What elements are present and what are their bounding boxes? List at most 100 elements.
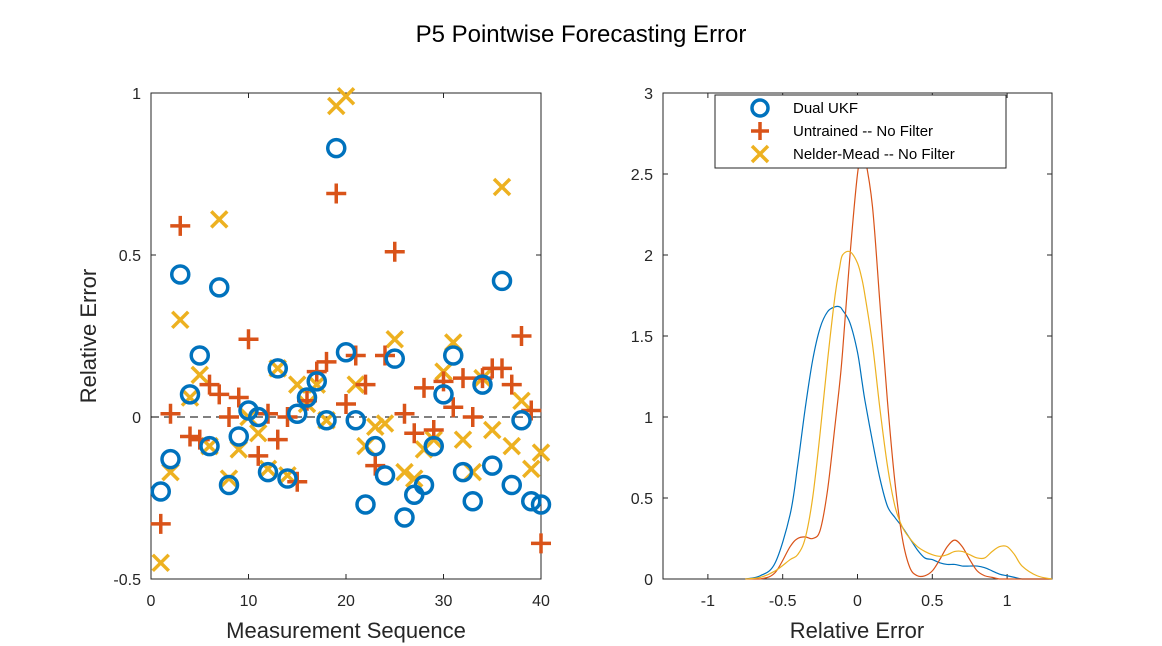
untrained-point (384, 241, 405, 262)
untrained-point (531, 533, 551, 554)
scatter-x-axis-label: Measurement Sequence (226, 618, 466, 643)
dual-ukf-point (267, 358, 288, 379)
nelder-mead-point (219, 469, 239, 488)
dual-ukf-point (277, 468, 298, 489)
untrained-point (150, 513, 171, 534)
nelder-mead-point (249, 423, 268, 443)
density-x-tick-label: 0 (853, 593, 862, 610)
dual-ukf-point (384, 348, 405, 369)
untrained-density-line (745, 151, 1052, 580)
dual-ukf-point (160, 448, 181, 470)
scatter-x-tick-label: 0 (147, 593, 156, 610)
untrained-point (277, 407, 298, 427)
untrained-point (492, 358, 512, 379)
untrained-point (336, 394, 356, 415)
dual-ukf-point (433, 384, 454, 405)
density-y-tick-label: 0 (644, 572, 653, 589)
legend-entry-dual-ukf: Dual UKF (750, 98, 858, 118)
nelder-mead-point (375, 414, 395, 433)
untrained-point (453, 368, 473, 389)
untrained-point (267, 429, 288, 450)
legend-entry-untrained: Untrained -- No Filter (751, 122, 933, 140)
dual-ukf-point (482, 455, 503, 476)
dual-ukf-point (491, 270, 513, 292)
dual-ukf-point (394, 507, 415, 528)
dual-ukf-point (335, 341, 357, 363)
untrained-point (228, 387, 249, 408)
dual-ukf-point (228, 426, 249, 447)
nelder-mead-point (405, 469, 424, 488)
legend-label-nelder-mead: Nelder-Mead -- No Filter (793, 146, 955, 163)
untrained-point (355, 374, 376, 395)
dual-ukf-point (326, 137, 347, 159)
dual-ukf-point (511, 409, 532, 431)
dual-ukf-point (296, 387, 318, 408)
density-x-tick-label: 1 (1003, 593, 1012, 610)
untrained-point (375, 345, 395, 366)
scatter-y-tick-label: 1 (132, 86, 141, 103)
nelder-mead-point (336, 87, 356, 106)
dual-ukf-point (150, 481, 171, 502)
density-y-tick-label: 0.5 (631, 491, 653, 508)
dual-ukf-point (355, 494, 376, 515)
density-lines (745, 151, 1053, 580)
scatter-panel: 0 10 20 30 40-0.500.51 Measurement Sequence … (76, 86, 552, 643)
legend-label-dual-ukf: Dual UKF (793, 100, 858, 117)
density-y-tick-label: 2.5 (631, 167, 653, 184)
nelder-mead-point (522, 459, 541, 479)
dual-ukf-point (179, 384, 201, 405)
density-x-tick-label: 0.5 (921, 593, 943, 610)
nelder-mead-point (190, 365, 209, 385)
untrained-point (170, 215, 191, 236)
density-x-tick-label: -1 (701, 593, 715, 610)
nelder-mead-point (492, 177, 512, 197)
dual-ukf-point (443, 345, 464, 366)
scatter-y-axis-label: Relative Error (76, 269, 101, 403)
nelder-mead-point (512, 391, 531, 411)
dual-ukf-point (209, 277, 230, 298)
legend-label-untrained: Untrained -- No Filter (793, 123, 933, 140)
density-y-tick-label: 2 (644, 248, 653, 265)
scatter-y-tick-label: 0.5 (119, 248, 141, 265)
density-y-tick-label: 1.5 (631, 329, 653, 346)
untrained-point (462, 407, 483, 427)
untrained-point (219, 407, 239, 427)
untrained-point (414, 377, 434, 398)
dual-ukf-point (199, 435, 220, 457)
nelder-mead-point (151, 553, 170, 573)
dual-ukf-point (530, 494, 552, 515)
density-x-axis-label: Relative Error (790, 618, 924, 643)
scatter-ticks: 0 10 20 30 40 -0.5 0 0.5 1 (113, 86, 550, 610)
dual-ukf-point (365, 435, 386, 457)
untrained-point (394, 403, 415, 424)
untrained-point (258, 403, 278, 424)
scatter-x-tick-label: 30 (435, 593, 453, 610)
untrained-point (209, 384, 230, 405)
untrained-point (443, 397, 464, 418)
nelder-mead-point (502, 436, 521, 456)
nelder-mead-density-line (745, 250, 1053, 580)
untrained-point (248, 445, 269, 466)
nelder-mead-point (395, 462, 414, 482)
nelder-mead-point (385, 330, 404, 349)
untrained-point (501, 374, 522, 395)
untrained-point (433, 371, 454, 392)
scatter-x-tick-label: 10 (240, 593, 258, 610)
dual-ukf-point (501, 474, 522, 496)
dual-ukf-point (345, 409, 366, 431)
dual-ukf-point (452, 461, 474, 483)
nelder-mead-point (453, 430, 473, 449)
dual-ukf-point (248, 406, 269, 428)
dual-ukf-point (170, 264, 191, 285)
nelder-mead-point (171, 310, 190, 330)
untrained-point (326, 183, 347, 204)
legend-plus-marker (751, 122, 769, 140)
dual-ukf-point (287, 403, 308, 425)
scatter-y-tick-label: -0.5 (113, 572, 141, 589)
scatter-axes-box (150, 92, 542, 580)
density-x-tick-label: -0.5 (769, 593, 797, 610)
untrained-point (287, 471, 308, 492)
dual-ukf-point (413, 474, 435, 496)
density-panel: -1 -0.5 0 0.5 100.511.522.53 Relative Error … (631, 86, 1053, 643)
